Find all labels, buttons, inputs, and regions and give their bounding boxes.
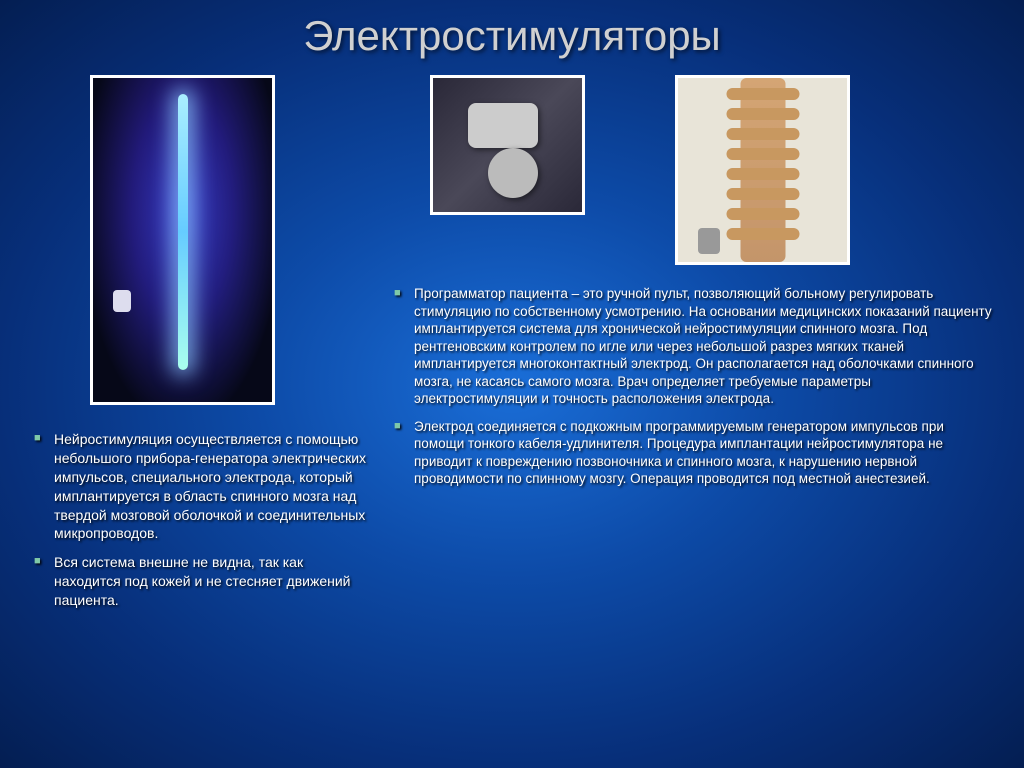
- top-image-row: [390, 75, 994, 265]
- electrode-spine-graphic: [740, 78, 785, 262]
- spine-glow-graphic: [178, 94, 188, 369]
- vertebra-graphic: [726, 168, 799, 180]
- spine-illustration: [90, 75, 275, 405]
- vertebra-graphic: [726, 88, 799, 100]
- vertebra-graphic: [726, 188, 799, 200]
- right-bullet-list: Программатор пациента – это ручной пульт…: [390, 285, 994, 488]
- electrode-device-graphic: [698, 228, 720, 254]
- content-area: Нейростимуляция осуществляется с помощью…: [0, 60, 1024, 620]
- device-illustration: [430, 75, 585, 215]
- bullet-item: Нейростимуляция осуществляется с помощью…: [30, 430, 370, 543]
- vertebra-graphic: [726, 208, 799, 220]
- bullet-item: Программатор пациента – это ручной пульт…: [390, 285, 994, 408]
- bullet-item: Вся система внешне не видна, так как нах…: [30, 553, 370, 610]
- device-round-graphic: [488, 148, 538, 198]
- left-bullet-list: Нейростимуляция осуществляется с помощью…: [30, 430, 370, 610]
- vertebra-graphic: [726, 128, 799, 140]
- slide-title: Электростимуляторы: [0, 0, 1024, 60]
- bullet-item: Электрод соединяется с подкожным програм…: [390, 418, 994, 488]
- vertebra-graphic: [726, 228, 799, 240]
- right-column: Программатор пациента – это ручной пульт…: [390, 75, 994, 620]
- vertebra-graphic: [726, 148, 799, 160]
- spine-implant-graphic: [113, 290, 131, 312]
- electrode-illustration: [675, 75, 850, 265]
- vertebra-graphic: [726, 108, 799, 120]
- left-column: Нейростимуляция осуществляется с помощью…: [30, 75, 370, 620]
- device-box-graphic: [468, 103, 538, 148]
